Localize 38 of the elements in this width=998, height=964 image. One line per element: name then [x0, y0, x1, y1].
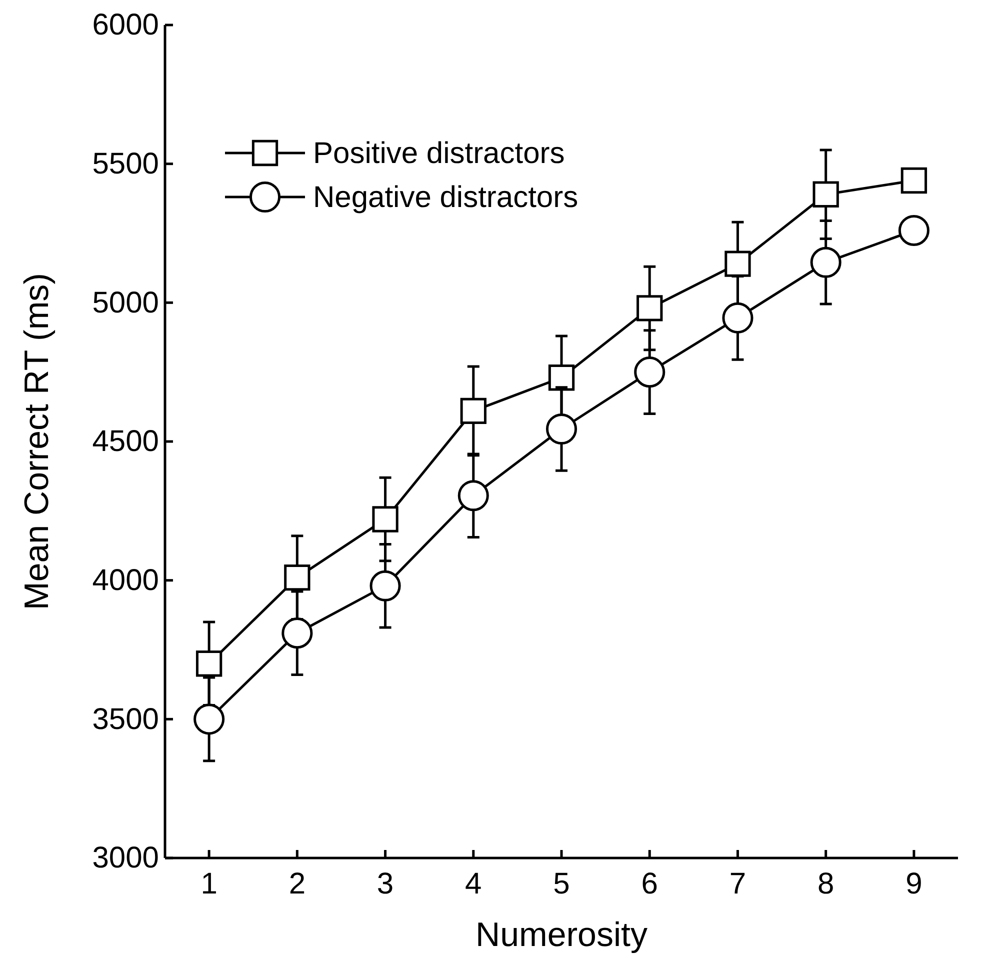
point	[282, 618, 313, 649]
point	[372, 506, 398, 532]
y-axis-title: Mean Correct RT (ms)	[18, 273, 56, 610]
x-tick-label: 1	[200, 867, 218, 900]
point	[898, 214, 930, 246]
point	[194, 704, 225, 735]
x-axis-title: Numerosity	[476, 916, 648, 954]
x-tick-label: 7	[729, 867, 746, 900]
point	[636, 295, 663, 322]
x-tick-label: 2	[288, 867, 306, 900]
y-tick-label: 5500	[92, 147, 159, 180]
point	[634, 356, 666, 388]
x-tick-label: 9	[906, 867, 922, 900]
y-tick-label: 5000	[92, 286, 159, 320]
y-tick-label: 6000	[92, 8, 159, 42]
x-tick-label: 5	[553, 867, 570, 900]
point	[284, 564, 310, 591]
x-tick-label: 3	[376, 867, 394, 900]
point	[460, 398, 486, 424]
point	[548, 364, 575, 391]
y-tick-label: 4500	[92, 425, 159, 458]
point	[458, 480, 489, 512]
point	[722, 302, 754, 334]
point	[196, 650, 222, 677]
point	[900, 167, 928, 194]
point	[370, 570, 401, 602]
point	[724, 250, 751, 277]
x-tick-label: 6	[641, 867, 658, 900]
y-tick-label: 3500	[92, 702, 159, 736]
point	[810, 246, 842, 278]
x-tick-label: 8	[817, 867, 834, 900]
x-tick-label: 4	[465, 867, 482, 900]
y-tick-label: 3000	[92, 842, 159, 875]
legend-label: Negative distractors	[313, 181, 578, 214]
point	[546, 414, 578, 444]
legend-label: Positive distractors	[313, 137, 565, 170]
point	[812, 181, 839, 208]
y-tick-label: 4000	[92, 564, 159, 597]
